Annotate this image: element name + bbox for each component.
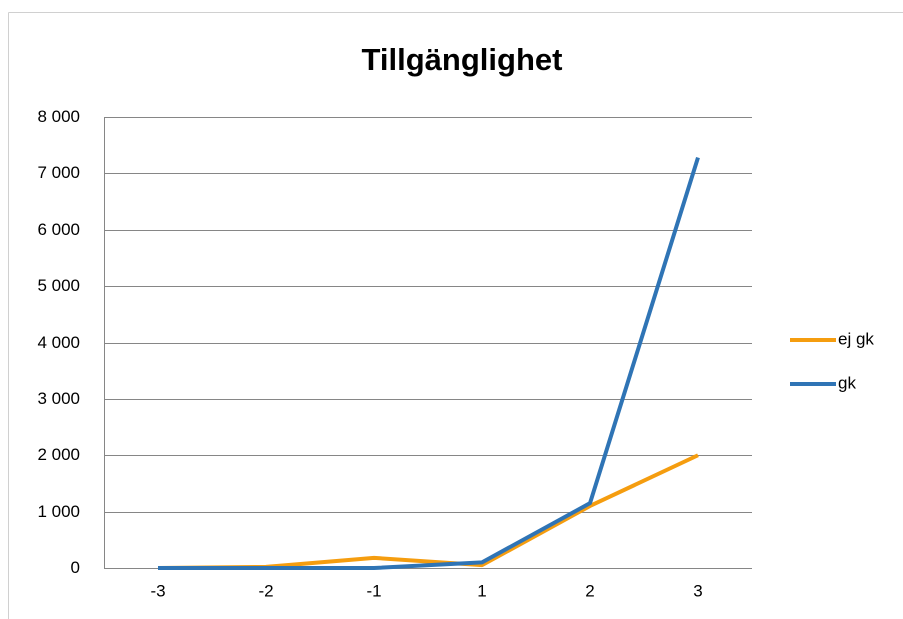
x-tick-label: -2	[258, 581, 273, 600]
x-tick-label: 1	[477, 581, 486, 600]
line	[158, 156, 700, 570]
legend-label: ej gk	[838, 329, 874, 348]
y-tick-label: 3 000	[37, 389, 80, 408]
legend-label: gk	[838, 373, 856, 392]
x-tick-label: -1	[366, 581, 381, 600]
y-tick-label: 1 000	[37, 502, 80, 521]
y-tick-label: 7 000	[37, 163, 80, 182]
y-tick-label: 6 000	[37, 220, 80, 239]
y-tick-label: 5 000	[37, 276, 80, 295]
chart-title: Tillgänglighet	[362, 42, 563, 77]
y-tick-label: 2 000	[37, 445, 80, 464]
y-tick-label: 8 000	[37, 107, 80, 126]
x-tick-label: -3	[150, 581, 165, 600]
y-tick-label: 4 000	[37, 333, 80, 352]
line	[157, 453, 699, 570]
y-tick-label: 0	[71, 558, 80, 577]
x-tick-label: 2	[585, 581, 594, 600]
x-tick-label: 3	[693, 581, 702, 600]
